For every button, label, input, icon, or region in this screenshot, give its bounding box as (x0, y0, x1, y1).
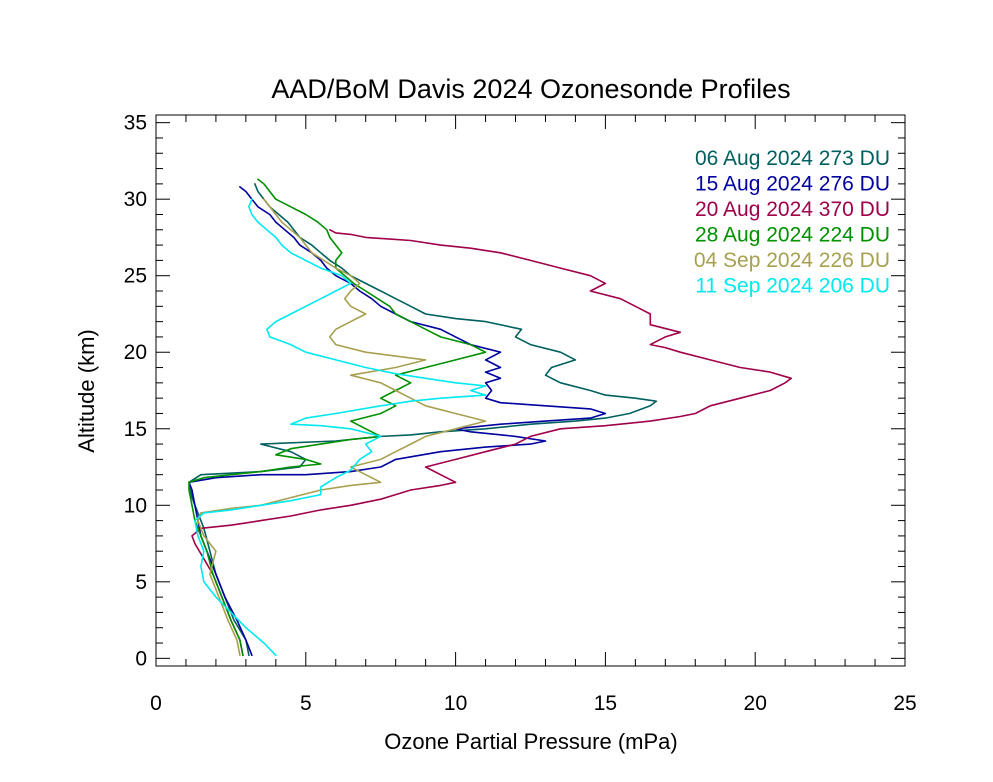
profile-lines (188, 178, 792, 657)
x-tick-label: 0 (150, 692, 162, 715)
profile-line-3 (191, 229, 792, 657)
x-axis-label: Ozone Partial Pressure (mPa) (384, 729, 677, 754)
y-tick-label: 20 (124, 341, 147, 364)
x-tick-label: 20 (744, 692, 767, 715)
y-tick-label: 5 (135, 571, 147, 594)
y-tick-label: 25 (124, 265, 147, 288)
y-tick-label: 35 (124, 112, 147, 135)
profile-line-1 (188, 183, 658, 657)
profile-line-6 (194, 198, 487, 657)
profile-line-5 (197, 198, 487, 657)
y-tick-labels: 0 5 10 15 20 25 30 35 (124, 112, 147, 671)
plot-frame (155, 114, 906, 667)
x-tick-label: 10 (444, 692, 467, 715)
legend-entry-6: 11 Sep 2024 206 DU (695, 275, 890, 298)
y-tick-label: 10 (124, 494, 147, 517)
chart-title: AAD/BoM Davis 2024 Ozonesonde Profiles (271, 74, 790, 104)
legend-entry-1: 06 Aug 2024 273 DU (695, 147, 890, 170)
legend-entry-3: 20 Aug 2024 370 DU (695, 198, 890, 221)
x-tick-labels: 0 5 10 15 20 25 (150, 692, 917, 715)
x-tick-label: 25 (893, 692, 916, 715)
axis-ticks (155, 115, 906, 666)
y-tick-label: 15 (124, 418, 147, 441)
y-tick-label: 30 (124, 188, 147, 211)
y-axis-label: Altitude (km) (74, 329, 99, 452)
y-tick-label: 0 (135, 647, 147, 670)
legend-entry-2: 15 Aug 2024 276 DU (695, 173, 890, 196)
x-tick-label: 15 (594, 692, 617, 715)
x-tick-label: 5 (300, 692, 312, 715)
profile-line-2 (188, 186, 607, 657)
legend-entry-4: 28 Aug 2024 224 DU (695, 224, 890, 247)
legend-entry-5: 04 Sep 2024 226 DU (694, 249, 890, 272)
profile-line-4 (188, 178, 487, 657)
